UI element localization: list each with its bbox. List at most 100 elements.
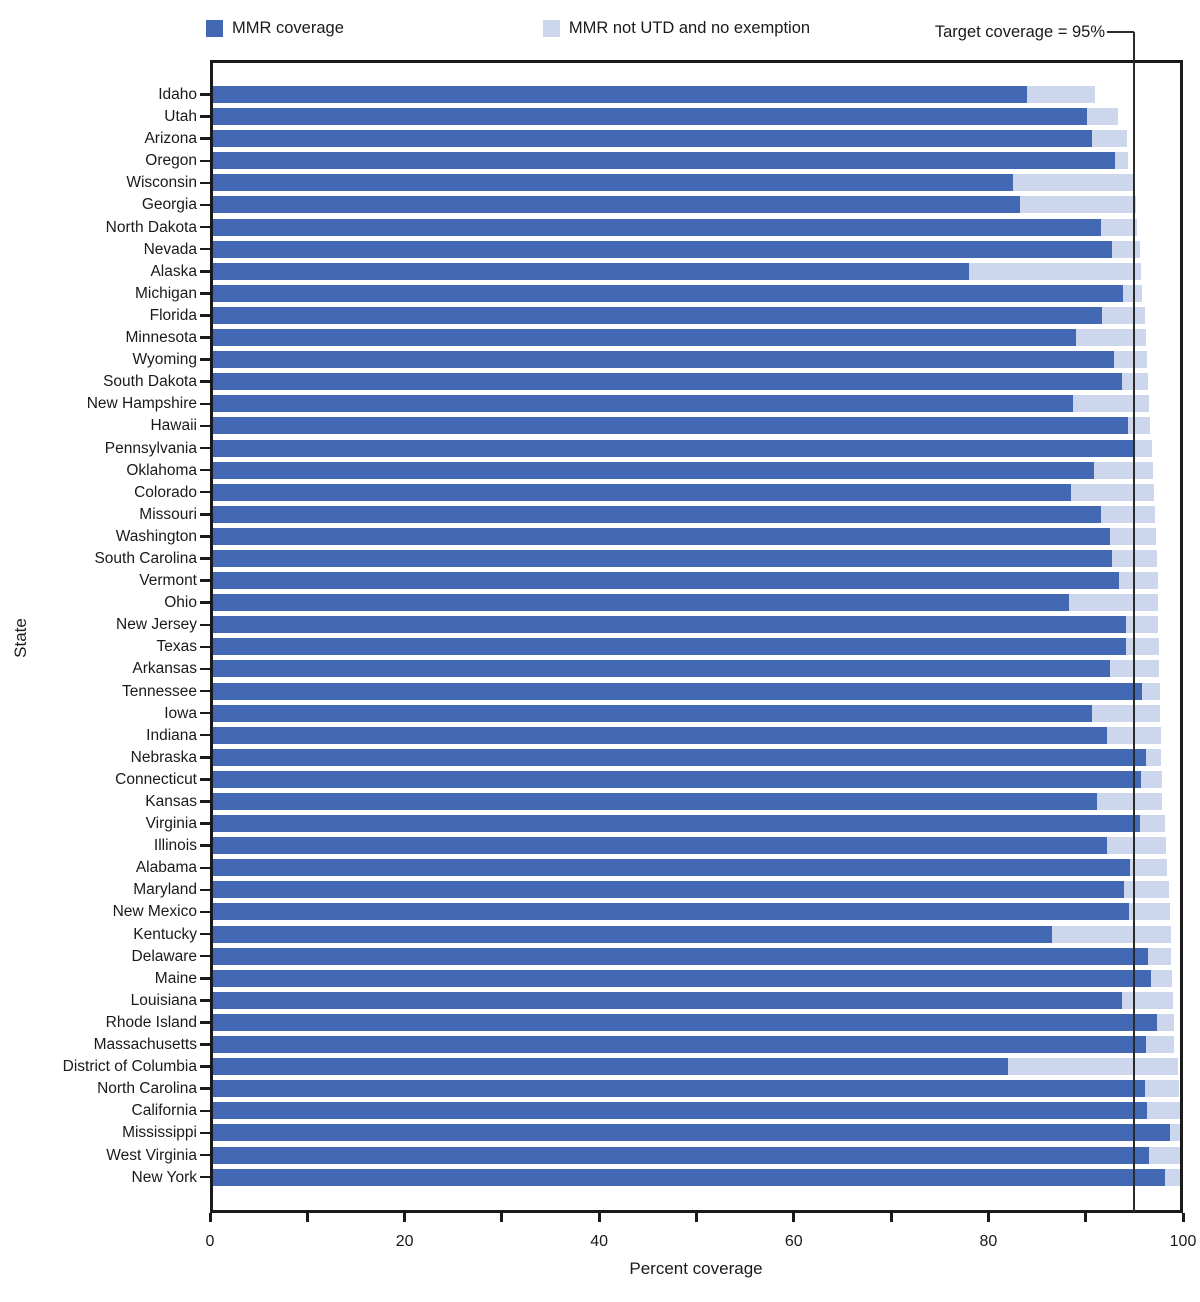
state-row: Rhode Island	[0, 1013, 1183, 1031]
state-label: New Mexico	[112, 903, 197, 921]
state-row: Oklahoma	[0, 461, 1183, 479]
bar-track	[210, 1146, 1183, 1164]
state-row: Ohio	[0, 594, 1183, 612]
state-label: West Virginia	[106, 1146, 197, 1164]
y-axis-tick	[200, 932, 210, 936]
not-utd-bar	[1118, 572, 1158, 590]
y-axis-tick	[200, 954, 210, 958]
bar-track	[210, 240, 1141, 258]
state-row: Iowa	[0, 704, 1183, 722]
not-utd-bar	[1107, 837, 1167, 855]
state-label: Missouri	[139, 505, 197, 523]
state-row: Texas	[0, 638, 1183, 656]
bar-track	[210, 748, 1161, 766]
not-utd-bar	[1164, 1168, 1182, 1186]
y-axis-tick	[200, 910, 210, 914]
mmr-coverage-bar	[210, 881, 1124, 899]
state-label: Minnesota	[125, 329, 197, 347]
state-row: New Mexico	[0, 903, 1183, 921]
x-axis-tick	[500, 1213, 504, 1222]
mmr-coverage-bar	[210, 793, 1098, 810]
state-label: Nebraska	[130, 748, 197, 766]
state-label: Connecticut	[115, 770, 197, 788]
bar-track	[210, 86, 1096, 103]
state-row: South Dakota	[0, 373, 1183, 391]
mmr-coverage-bar	[210, 837, 1108, 855]
bar-track	[210, 1124, 1182, 1142]
state-row: Nebraska	[0, 748, 1183, 766]
state-label: Arizona	[144, 130, 197, 148]
bar-track	[210, 947, 1172, 965]
state-row: Arkansas	[0, 660, 1183, 678]
state-row: Georgia	[0, 196, 1183, 214]
x-axis-tick	[889, 1213, 893, 1222]
not-utd-bar	[1091, 704, 1160, 722]
state-row: Arizona	[0, 130, 1183, 148]
state-row: New Hampshire	[0, 395, 1183, 413]
bar-track	[210, 417, 1150, 435]
bar-track	[210, 351, 1147, 369]
bar-track	[210, 572, 1158, 590]
bar-track	[210, 152, 1128, 170]
mmr-coverage-bar	[210, 594, 1070, 612]
state-label: Maryland	[133, 881, 197, 899]
x-axis-tick-label: 0	[205, 1233, 215, 1250]
y-axis-tick	[200, 292, 210, 295]
state-row: New Jersey	[0, 616, 1183, 634]
mmr-coverage-bar	[210, 174, 1013, 192]
bar-track	[210, 1168, 1182, 1186]
mmr-coverage-bar	[210, 152, 1115, 170]
y-axis-tick	[200, 844, 210, 847]
bar-track	[210, 196, 1137, 214]
mmr-coverage-bar	[210, 549, 1112, 567]
state-label: Mississippi	[122, 1124, 197, 1142]
bar-track	[210, 770, 1162, 788]
not-utd-bar	[1071, 483, 1154, 501]
not-utd-bar	[1113, 351, 1147, 369]
mmr-coverage-bar	[210, 1036, 1147, 1054]
not-utd-bar	[1127, 417, 1150, 435]
not-utd-bar	[1128, 903, 1171, 921]
mmr-coverage-bar	[210, 947, 1148, 965]
y-axis-tick	[200, 1131, 210, 1135]
legend-label-not-utd: MMR not UTD and no exemption	[568, 19, 811, 37]
mmr-coverage-bar	[210, 461, 1095, 479]
bar-track	[210, 969, 1173, 987]
state-label: Colorado	[134, 483, 197, 501]
y-axis-tick	[200, 159, 210, 163]
mmr-coverage-bar	[210, 262, 969, 280]
state-label: Nevada	[143, 240, 197, 258]
state-row: Colorado	[0, 483, 1183, 501]
state-row: Louisiana	[0, 991, 1183, 1009]
x-axis-tick	[597, 1213, 601, 1222]
bar-track	[210, 726, 1161, 744]
mmr-coverage-bar	[210, 991, 1122, 1009]
x-axis-tick	[403, 1213, 407, 1222]
bar-track	[210, 395, 1149, 413]
y-axis-tick	[200, 380, 210, 383]
legend-item-mmr-coverage: MMR coverage	[206, 20, 344, 37]
y-axis-tick	[200, 402, 210, 406]
state-row: Alabama	[0, 859, 1183, 877]
not-utd-bar	[1086, 108, 1118, 126]
state-row: Idaho	[0, 86, 1183, 103]
legend-label-mmr-coverage: MMR coverage	[232, 19, 344, 37]
target-coverage-line	[1133, 32, 1136, 1213]
state-row: Minnesota	[0, 329, 1183, 347]
not-utd-bar	[1091, 130, 1127, 148]
not-utd-bar	[1007, 1058, 1179, 1076]
state-label: Kansas	[145, 793, 197, 810]
not-utd-bar	[1114, 152, 1128, 170]
not-utd-bar	[1121, 991, 1174, 1009]
state-row: Oregon	[0, 152, 1183, 170]
state-row: Hawaii	[0, 417, 1183, 435]
state-label: Idaho	[158, 86, 197, 103]
state-row: Alaska	[0, 262, 1183, 280]
x-axis-tick	[695, 1213, 698, 1222]
x-axis-tick-label: 100	[1169, 1233, 1197, 1250]
mmr-coverage-bar	[210, 240, 1112, 258]
state-row: Virginia	[0, 815, 1183, 833]
mmr-coverage-bar	[210, 108, 1087, 126]
y-axis-tick	[200, 181, 210, 185]
